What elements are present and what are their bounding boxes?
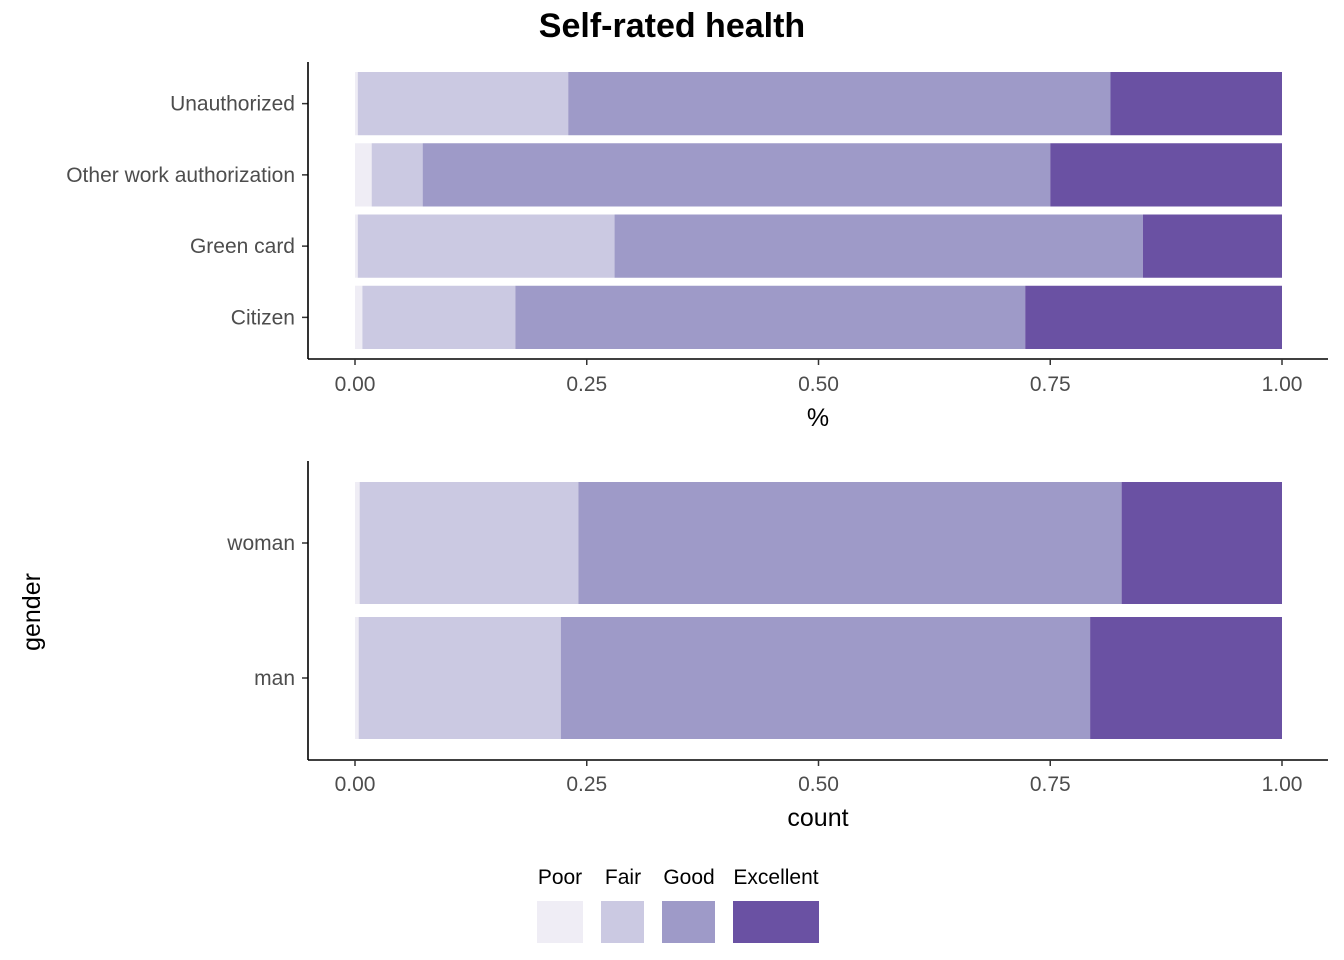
category-label: man [254, 667, 295, 690]
bar-other-work-authorization-poor [355, 143, 372, 207]
bar-man-excellent [1090, 617, 1282, 739]
bar-unauthorized-good [568, 72, 1111, 136]
legend-key-fair [601, 901, 644, 943]
bar-man-fair [358, 617, 561, 739]
x-tick-label: 0.50 [798, 773, 839, 796]
legend-key-poor [537, 901, 583, 943]
category-label: Unauthorized [170, 93, 295, 116]
x-tick-label: 1.00 [1262, 373, 1303, 396]
bar-woman-fair [359, 482, 579, 604]
gender-panel: woman man 0.00 0.25 0.50 0.75 1.00 [226, 461, 1328, 796]
category-label: Green card [190, 235, 295, 258]
legend-label-excellent: Excellent [733, 866, 818, 889]
legend-label-fair: Fair [605, 866, 641, 889]
legend-label-good: Good [663, 866, 714, 889]
bar-other-work-authorization-excellent [1050, 143, 1282, 207]
x-tick-label: 0.00 [335, 373, 376, 396]
legend-label-poor: Poor [538, 866, 582, 889]
bar-citizen-excellent [1025, 285, 1282, 349]
bar-woman-poor [355, 482, 360, 604]
x-tick-label: 1.00 [1262, 773, 1303, 796]
status-x-axis-title: % [807, 404, 829, 432]
x-tick-label: 0.25 [566, 373, 607, 396]
bar-other-work-authorization-good [422, 143, 1051, 207]
x-tick-label: 0.75 [1030, 773, 1071, 796]
bar-woman-good [578, 482, 1122, 604]
bar-unauthorized-fair [357, 72, 569, 136]
category-label: woman [226, 532, 295, 555]
category-label: Citizen [231, 306, 295, 329]
bar-citizen-poor [355, 285, 363, 349]
category-label: Other work authorization [66, 164, 295, 187]
bar-green-card-excellent [1142, 214, 1282, 278]
bar-woman-excellent [1121, 482, 1282, 604]
bar-green-card-poor [355, 214, 358, 278]
bar-other-work-authorization-fair [371, 143, 423, 207]
bar-unauthorized-poor [355, 72, 358, 136]
bar-citizen-fair [362, 285, 516, 349]
bar-unauthorized-excellent [1110, 72, 1282, 136]
status-panel: Unauthorized Other work authorization Gree… [66, 62, 1328, 396]
bar-man-poor [355, 617, 359, 739]
bar-citizen-good [515, 285, 1026, 349]
x-tick-label: 0.00 [335, 773, 376, 796]
legend: Poor Fair Good Excellent [537, 866, 819, 943]
gender-x-axis-title: count [787, 804, 848, 832]
bar-green-card-fair [357, 214, 615, 278]
gender-y-axis-title: gender [18, 573, 46, 651]
legend-key-excellent [733, 901, 819, 943]
x-tick-label: 0.25 [566, 773, 607, 796]
legend-key-good [662, 901, 715, 943]
x-tick-label: 0.50 [798, 373, 839, 396]
bar-man-good [560, 617, 1091, 739]
chart-title: Self-rated health [539, 7, 805, 45]
x-tick-label: 0.75 [1030, 373, 1071, 396]
bar-green-card-good [614, 214, 1143, 278]
